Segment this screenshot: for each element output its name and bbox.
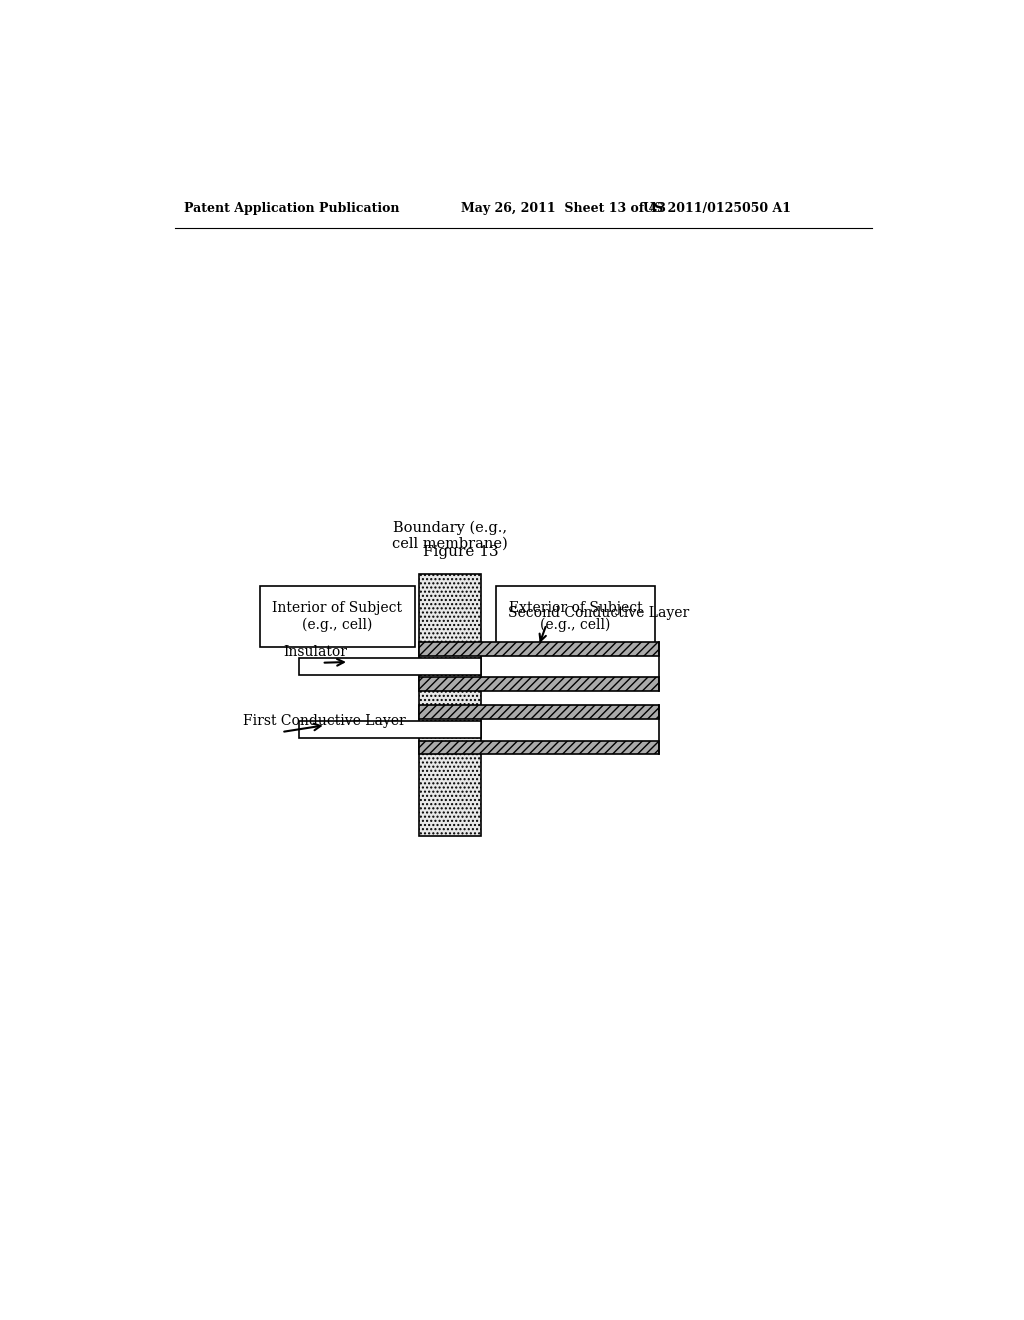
Text: May 26, 2011  Sheet 13 of 43: May 26, 2011 Sheet 13 of 43 xyxy=(461,202,667,215)
Text: Figure 13: Figure 13 xyxy=(424,545,499,558)
Bar xyxy=(419,574,480,836)
Text: First Conductive Layer: First Conductive Layer xyxy=(243,714,406,729)
Text: Exterior of Subject
(e.g., cell): Exterior of Subject (e.g., cell) xyxy=(509,601,642,632)
Text: Interior of Subject
(e.g., cell): Interior of Subject (e.g., cell) xyxy=(272,601,402,632)
Bar xyxy=(299,659,480,675)
Bar xyxy=(419,705,658,719)
Text: Insulator: Insulator xyxy=(283,645,347,659)
Bar xyxy=(419,642,658,656)
Bar xyxy=(260,586,415,647)
Bar xyxy=(299,721,480,738)
Text: Second Conductive Layer: Second Conductive Layer xyxy=(508,606,689,620)
Bar xyxy=(419,741,658,755)
Text: US 2011/0125050 A1: US 2011/0125050 A1 xyxy=(643,202,792,215)
Bar xyxy=(419,677,658,692)
Bar xyxy=(419,741,658,755)
Bar xyxy=(419,642,658,656)
Bar xyxy=(496,586,655,647)
Text: Patent Application Publication: Patent Application Publication xyxy=(183,202,399,215)
Text: Boundary (e.g.,
cell membrane): Boundary (e.g., cell membrane) xyxy=(392,520,508,552)
Bar xyxy=(419,705,658,719)
Bar xyxy=(419,677,658,692)
